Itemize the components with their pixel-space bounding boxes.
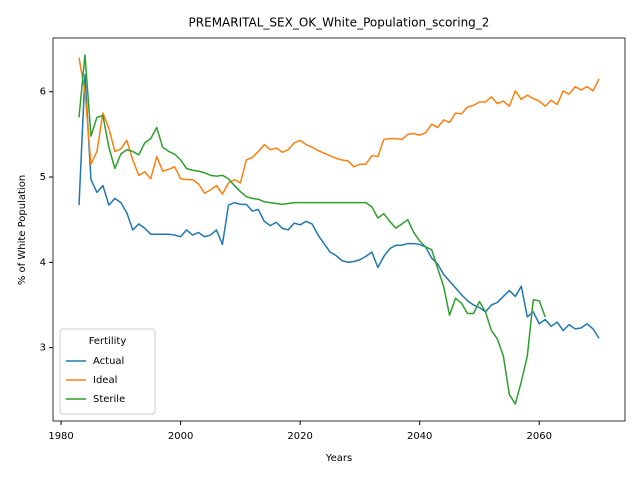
y-tick-label: 6 — [40, 87, 46, 98]
legend-box — [59, 328, 156, 415]
series-line — [78, 57, 600, 195]
x-tick-label: 1980 — [48, 431, 73, 442]
series-line — [78, 54, 546, 405]
legend-label: Sterile — [93, 394, 125, 405]
y-axis-label: % of White Population — [17, 175, 28, 285]
plot-frame — [52, 37, 626, 422]
x-tick-label: 2000 — [168, 431, 193, 442]
x-tick-label: 2020 — [287, 431, 312, 442]
y-tick-label: 5 — [40, 172, 46, 183]
series-line — [78, 73, 600, 339]
legend-label: Actual — [93, 356, 124, 367]
x-axis-label: Years — [325, 453, 352, 464]
legend-title: Fertility — [89, 336, 127, 347]
y-tick-label: 4 — [40, 257, 46, 268]
y-tick-label: 3 — [40, 343, 46, 354]
legend-label: Ideal — [93, 375, 117, 386]
x-tick-label: 2040 — [407, 431, 432, 442]
chart-title: PREMARITAL_SEX_OK_White_Population_scori… — [189, 16, 490, 30]
x-tick-label: 2060 — [527, 431, 552, 442]
